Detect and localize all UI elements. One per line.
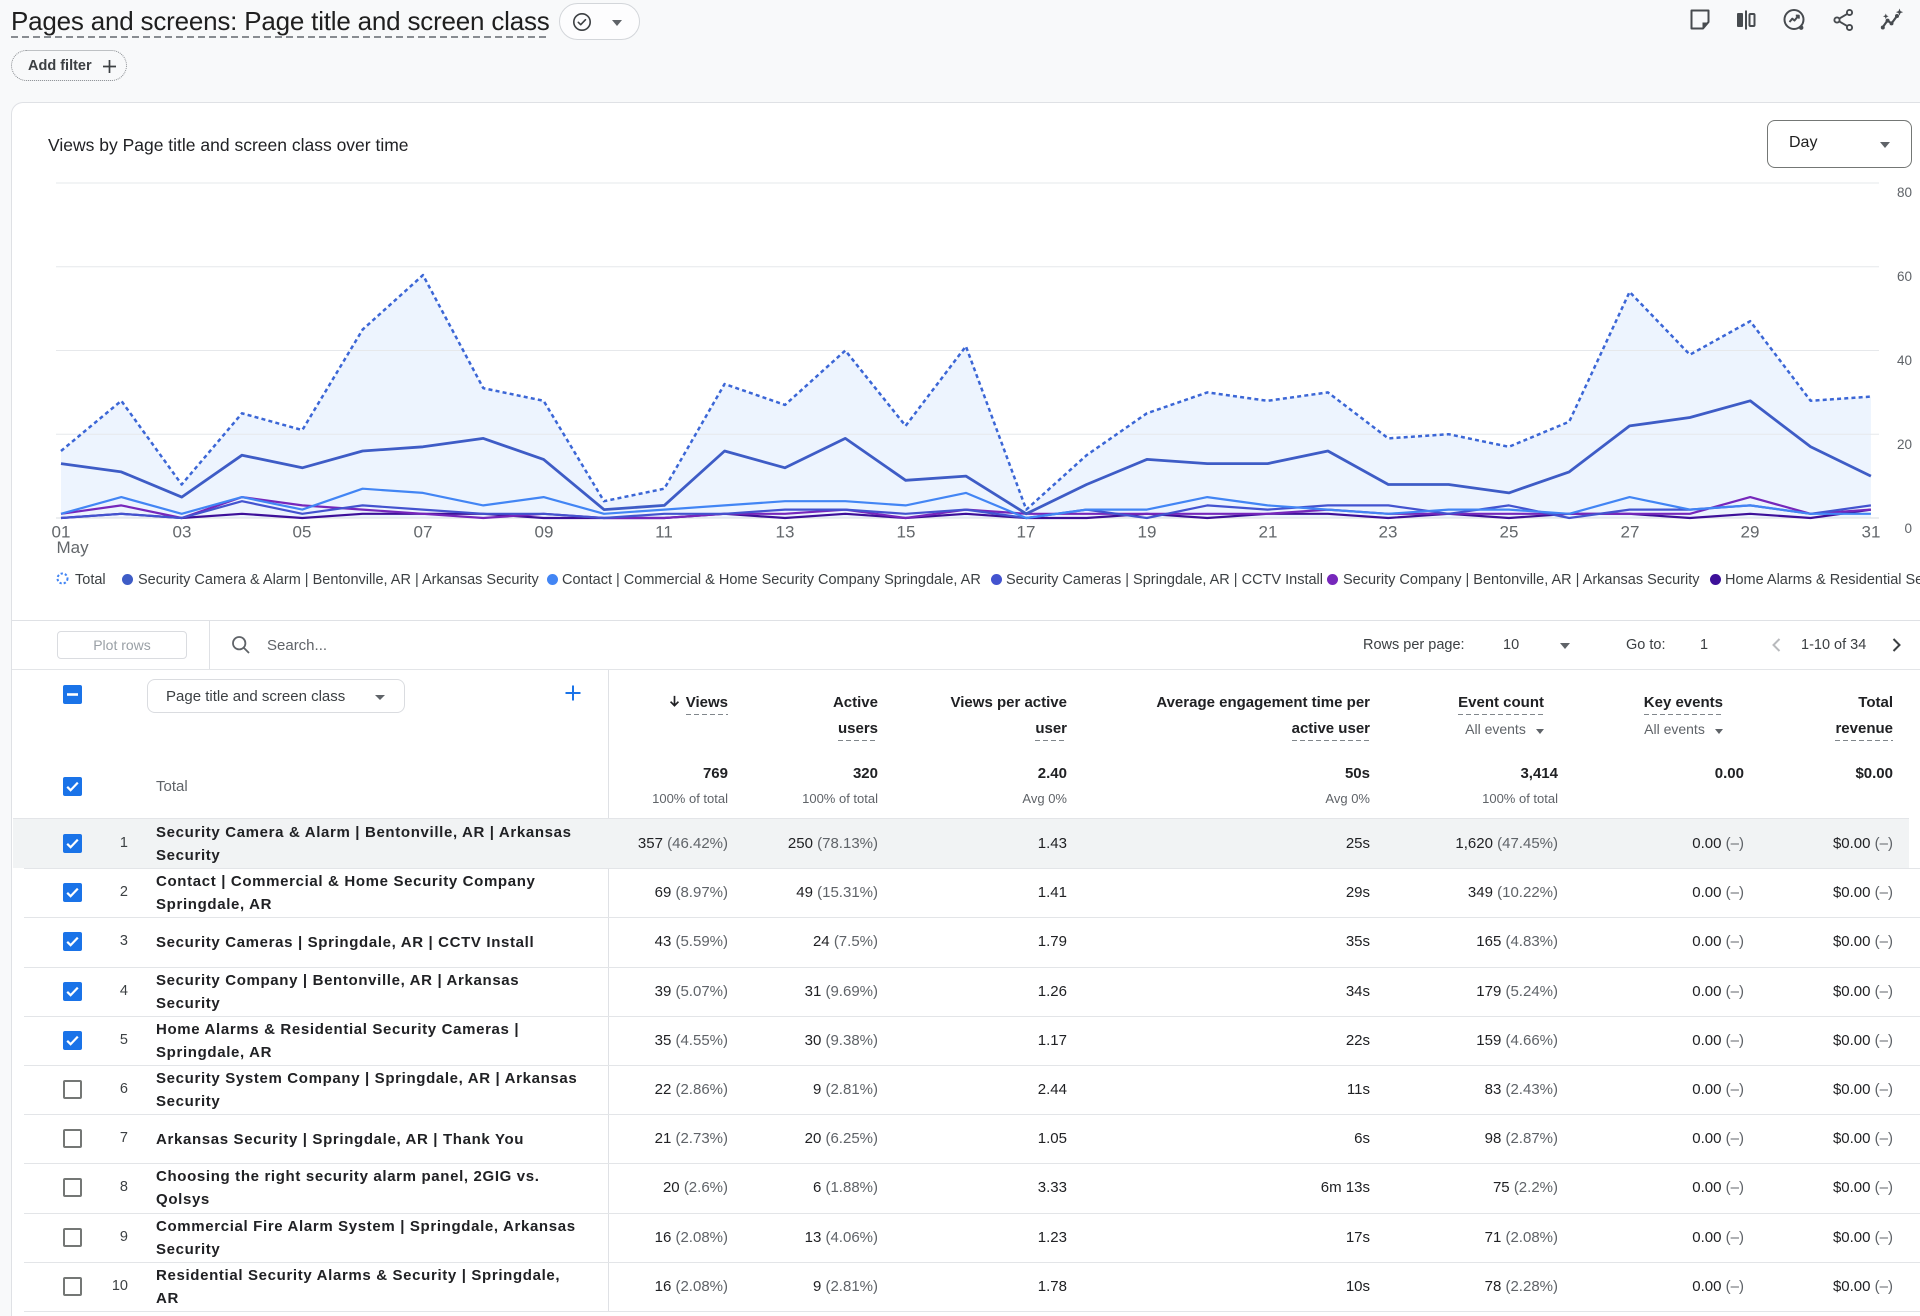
svg-text:07: 07: [414, 523, 433, 542]
svg-text:80: 80: [1897, 185, 1912, 200]
svg-text:17: 17: [1017, 523, 1036, 542]
svg-text:21: 21: [1259, 523, 1278, 542]
svg-text:13: 13: [776, 523, 795, 542]
svg-text:23: 23: [1379, 523, 1398, 542]
svg-text:20: 20: [1897, 437, 1912, 452]
svg-text:0: 0: [1904, 521, 1912, 536]
svg-text:11: 11: [655, 523, 673, 542]
svg-text:15: 15: [897, 523, 916, 542]
svg-text:27: 27: [1621, 523, 1640, 542]
svg-text:03: 03: [173, 523, 192, 542]
svg-text:60: 60: [1897, 269, 1912, 284]
svg-text:01: 01: [52, 523, 71, 542]
svg-text:40: 40: [1897, 353, 1912, 368]
svg-text:05: 05: [293, 523, 312, 542]
svg-text:29: 29: [1741, 523, 1760, 542]
svg-text:19: 19: [1138, 523, 1157, 542]
svg-text:31: 31: [1862, 523, 1881, 542]
svg-text:09: 09: [535, 523, 554, 542]
svg-text:May: May: [57, 538, 90, 557]
svg-text:25: 25: [1500, 523, 1519, 542]
